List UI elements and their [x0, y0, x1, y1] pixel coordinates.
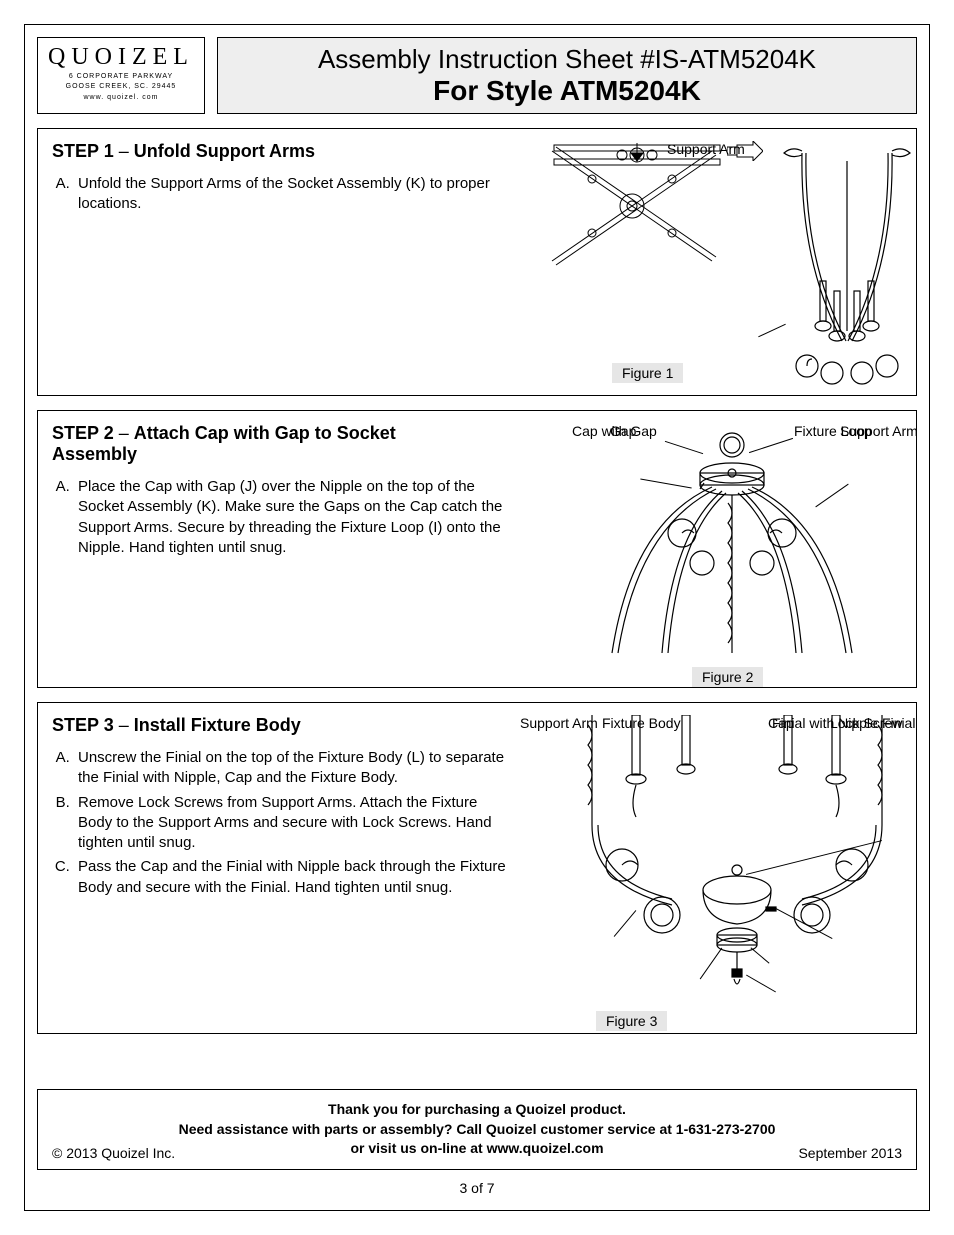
step2-list: Place the Cap with Gap (J) over the Nipp…	[52, 477, 512, 558]
step2-num: STEP 2	[52, 423, 114, 443]
step1-a: Unfold the Support Arms of the Socket As…	[74, 174, 512, 215]
step2-figure: Cap with Gap Gap Fixture Loop Support Ar…	[512, 423, 902, 675]
step2-figure-label: Figure 2	[692, 667, 763, 687]
step3-figure: Finial Support Arm Lock Screw Fixture Bo…	[512, 715, 902, 1021]
step1-callout-supportarm: Support Arm	[667, 141, 745, 157]
step3-b: Remove Lock Screws from Support Arms. At…	[74, 793, 512, 854]
step1-title: STEP 1 – Unfold Support Arms	[52, 141, 512, 162]
step2-callout-gap: Gap	[610, 423, 636, 439]
doc-title-2: For Style ATM5204K	[228, 75, 906, 107]
step2-a: Place the Cap with Gap (J) over the Nipp…	[74, 477, 512, 558]
brand-addr1: 6 CORPORATE PARKWAY	[48, 73, 194, 81]
step1-figure: Support Arm Figure 1	[512, 141, 902, 383]
step3-name: Install Fixture Body	[134, 715, 301, 735]
brand-addr2: GOOSE CREEK, SC. 29445	[48, 83, 194, 91]
step2-box: STEP 2 – Attach Cap with Gap to Socket A…	[37, 410, 917, 688]
step1-num: STEP 1	[52, 141, 114, 161]
step3-callout-fixturebody: Fixture Body	[602, 715, 681, 731]
step1-figure-label: Figure 1	[612, 363, 683, 383]
title-box: Assembly Instruction Sheet #IS-ATM5204K …	[217, 37, 917, 114]
header-row: QUOIZEL 6 CORPORATE PARKWAY GOOSE CREEK,…	[37, 37, 917, 114]
doc-title-1: Assembly Instruction Sheet #IS-ATM5204K	[228, 44, 906, 75]
step3-c: Pass the Cap and the Finial with Nipple …	[74, 857, 512, 898]
step3-title: STEP 3 – Install Fixture Body	[52, 715, 512, 736]
step1-list: Unfold the Support Arms of the Socket As…	[52, 174, 512, 215]
step3-list: Unscrew the Finial on the top of the Fix…	[52, 748, 512, 898]
step2-dash: –	[114, 423, 134, 443]
fixture-body-icon	[532, 715, 942, 995]
step3-text: STEP 3 – Install Fixture Body Unscrew th…	[52, 715, 512, 1021]
logo-box: QUOIZEL 6 CORPORATE PARKWAY GOOSE CREEK,…	[37, 37, 205, 114]
footer-line1: Thank you for purchasing a Quoizel produ…	[52, 1100, 902, 1120]
brand-name: QUOIZEL	[48, 44, 194, 71]
step1-name: Unfold Support Arms	[134, 141, 315, 161]
footer-line3: or visit us on-line at www.quoizel.com	[52, 1139, 902, 1159]
page-number: 3 of 7	[25, 1180, 929, 1196]
step3-figure-label: Figure 3	[596, 1011, 667, 1031]
step3-box: STEP 3 – Install Fixture Body Unscrew th…	[37, 702, 917, 1034]
step2-title: STEP 2 – Attach Cap with Gap to Socket A…	[52, 423, 512, 465]
step1-box: STEP 1 – Unfold Support Arms Unfold the …	[37, 128, 917, 396]
footer-box: Thank you for purchasing a Quoizel produ…	[37, 1089, 917, 1170]
step2-text: STEP 2 – Attach Cap with Gap to Socket A…	[52, 423, 512, 675]
chandelier-icon	[772, 141, 922, 386]
step3-num: STEP 3	[52, 715, 114, 735]
step1-text: STEP 1 – Unfold Support Arms Unfold the …	[52, 141, 512, 383]
footer-copyright: © 2013 Quoizel Inc.	[52, 1145, 175, 1161]
step3-callout-finialnipple: Finial with Nipple	[772, 715, 878, 731]
footer-date: September 2013	[798, 1145, 902, 1161]
brand-url: www. quoizel. com	[48, 94, 194, 102]
footer-center: Thank you for purchasing a Quoizel produ…	[52, 1100, 902, 1159]
step2-callout-supportarm: Support Arm	[840, 423, 918, 439]
step3-a: Unscrew the Finial on the top of the Fix…	[74, 748, 512, 789]
step1-dash: –	[114, 141, 134, 161]
step3-callout-supportarm: Support Arm	[520, 715, 598, 731]
footer-line2: Need assistance with parts or assembly? …	[52, 1120, 902, 1140]
cap-assembly-icon	[552, 423, 912, 658]
unfolded-arms-icon	[542, 141, 722, 271]
step3-dash: –	[114, 715, 134, 735]
